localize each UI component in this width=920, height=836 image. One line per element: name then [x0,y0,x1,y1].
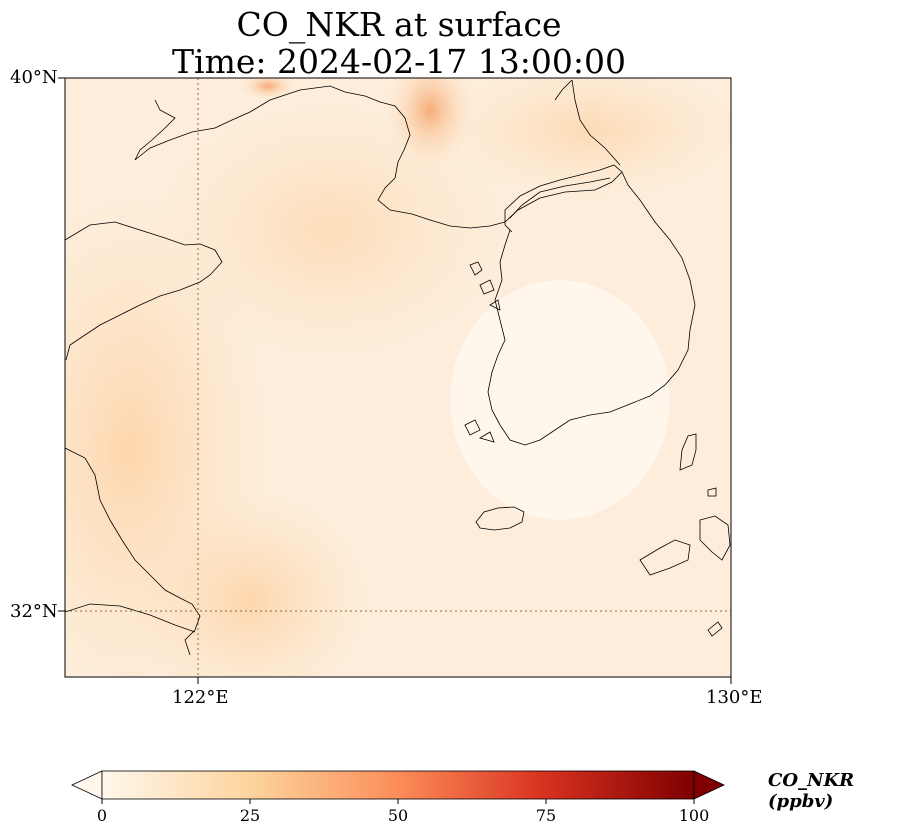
map-border [64,77,732,678]
colorbar-tick-25: 25 [239,806,261,825]
colorbar-gradient [101,770,695,800]
lon-label-130: 130°E [706,687,763,708]
lat-label-40: 40°N [10,67,58,88]
concentration-field [65,78,731,677]
coastlines [65,79,731,656]
colorbar-tick-75: 75 [535,806,557,825]
lat-label-32: 32°N [10,601,58,622]
lon-label-122: 122°E [172,687,229,708]
colorbar-max-extend [693,770,725,800]
map-title: CO_NKR at surface [236,5,562,44]
colorbar-label: CO_NKR (ppbv) [768,770,855,812]
colorbar-min-extend [71,770,103,800]
colorbar-tick-50: 50 [387,806,409,825]
colorbar-tick-100: 100 [678,806,710,825]
map-subtitle-time: Time: 2024-02-17 13:00:00 [172,42,626,81]
colorbar [71,770,725,804]
axis-ticks [58,77,732,684]
gridlines [65,78,731,677]
colorbar-tick-0: 0 [96,806,108,825]
